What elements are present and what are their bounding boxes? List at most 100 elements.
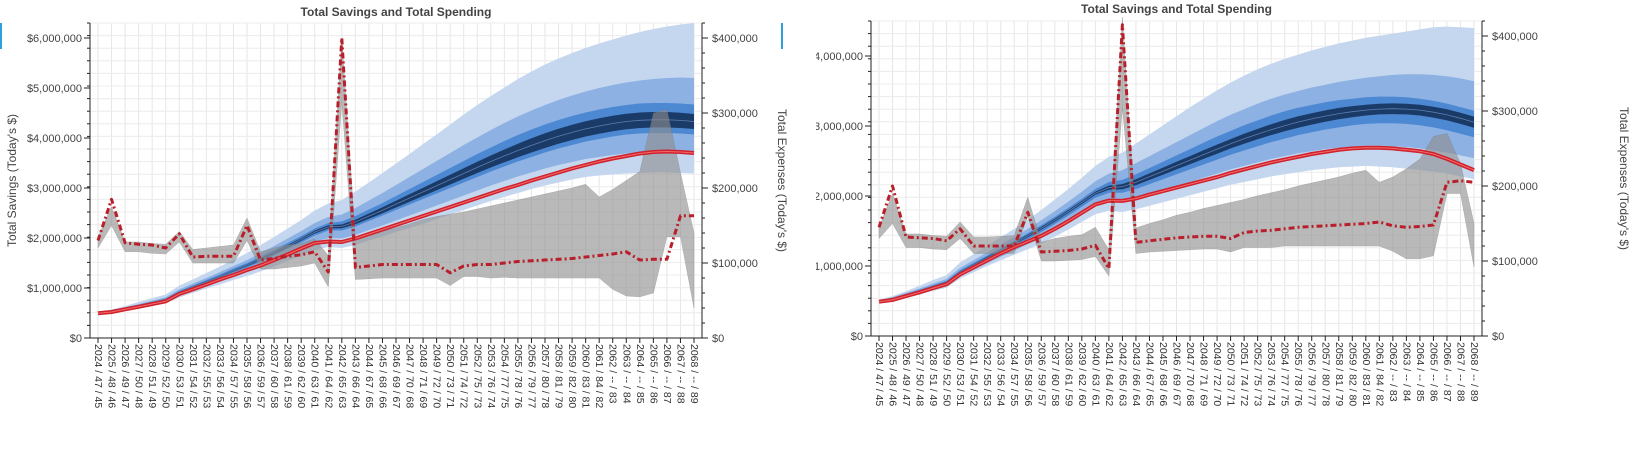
y2-axis-label: Total Expenses (Today's $) xyxy=(775,109,789,252)
y-tick-label: $2,000,000 xyxy=(27,233,82,245)
x-tick-label: 2065 / -- / 86 xyxy=(1427,342,1439,402)
x-tick-label: 2040 / 63 / 61 xyxy=(1089,342,1101,406)
x-tick-label: 2052 / 75 / 73 xyxy=(471,344,483,408)
x-tick-label: 2045 / 68 / 66 xyxy=(1157,342,1169,406)
x-tick-label: 2060 / 83 / 81 xyxy=(580,344,592,408)
x-tick-label: 2068 / -- / 89 xyxy=(688,344,700,404)
savings-bands xyxy=(97,23,695,314)
expense-median-line xyxy=(96,36,694,275)
expense-band xyxy=(97,37,695,309)
x-tick-label: 2065 / -- / 86 xyxy=(647,344,659,404)
x-tick-label: 2056 / 79 / 77 xyxy=(1306,342,1318,406)
x-tick-label: 2046 / 69 / 67 xyxy=(1171,342,1183,406)
x-tick-label: 2029 / 52 / 50 xyxy=(941,342,953,406)
x-tick-label: 2063 / -- / 84 xyxy=(620,344,632,404)
y2-tick-label: $100,000 xyxy=(712,258,758,270)
savings-band-mid xyxy=(879,74,1474,303)
x-tick-label: 2053 / 76 / 74 xyxy=(1265,342,1277,406)
x-tick-label: 2024 / 47 / 45 xyxy=(873,342,885,406)
chart-title: Total Savings and Total Spending xyxy=(1081,2,1272,16)
y2-tick-label: $300,000 xyxy=(712,108,758,120)
x-tick-label: 2032 / 55 / 53 xyxy=(200,344,212,408)
x-tick-label: 2030 / 53 / 51 xyxy=(954,342,966,406)
x-tick-label: 2050 / 73 / 71 xyxy=(444,344,456,408)
x-tick-label: 2038 / 61 / 59 xyxy=(1062,342,1074,406)
x-tick-label: 2036 / 59 / 57 xyxy=(255,344,267,408)
x-tick-label: 2026 / 49 / 47 xyxy=(900,342,912,406)
x-tick-label: 2025 / 48 / 46 xyxy=(887,342,899,406)
savings-spending-chart-right: $0 $1,000,000 $2,000,000 $3,000,000 $4,000,0… xyxy=(816,2,1631,406)
x-tick-label: 2059 / 82 / 80 xyxy=(1346,342,1358,406)
savings-median-highlight xyxy=(878,147,1475,303)
x-tick-label: 2057 / 80 / 78 xyxy=(1319,342,1331,406)
x-tick-label: 2035 / 58 / 56 xyxy=(241,344,253,408)
x-tick-label: 2047 / 70 / 68 xyxy=(1184,342,1196,406)
x-tick-label: 2064 / -- / 85 xyxy=(634,344,646,404)
x-tick-label: 2061 / 84 / 82 xyxy=(1373,342,1385,406)
y-axis-label: Total Savings (Today's $) xyxy=(5,114,19,247)
x-tick-label: 2028 / 51 / 49 xyxy=(927,342,939,406)
x-tick-label: 2062 / -- / 83 xyxy=(607,344,619,404)
expense-median-line xyxy=(877,23,1475,270)
x-tick-label: 2055 / 78 / 76 xyxy=(1292,342,1304,406)
savings-bands xyxy=(878,26,1475,304)
x-tick-label: 2037 / 60 / 58 xyxy=(268,344,280,408)
x-tick-label: 2058 / 81 / 79 xyxy=(1333,342,1345,406)
x-tick-label: 2024 / 47 / 45 xyxy=(92,344,104,408)
y-tick-label: $3,000,000 xyxy=(816,121,863,133)
x-tick-label: 2030 / 53 / 51 xyxy=(173,344,185,408)
y-tick-label: $6,000,000 xyxy=(27,33,82,45)
y-tick-label: $2,000,000 xyxy=(816,191,863,203)
savings-core-line xyxy=(878,108,1475,302)
x-tick-label: 2027 / 50 / 48 xyxy=(133,344,145,408)
y2-tick-label: $0 xyxy=(712,333,724,345)
x-tick-label: 2049 / 72 / 70 xyxy=(431,344,443,408)
x-tick-label: 2053 / 76 / 74 xyxy=(485,344,497,408)
y-tick-label: $0 xyxy=(851,331,863,343)
x-tick-label: 2029 / 52 / 50 xyxy=(160,344,172,408)
x-tick-label: 2049 / 72 / 70 xyxy=(1211,342,1223,406)
x-tick-label: 2038 / 61 / 59 xyxy=(282,344,294,408)
x-tick-label: 2068 / -- / 89 xyxy=(1468,342,1480,402)
x-tick-label: 2027 / 50 / 48 xyxy=(914,342,926,406)
x-tick-label: 2054 / 77 / 75 xyxy=(1279,342,1291,406)
savings-core-line xyxy=(97,119,695,314)
x-tick-label: 2031 / 54 / 52 xyxy=(968,342,980,406)
x-tick-label: 2062 / -- / 83 xyxy=(1387,342,1399,402)
x-tick-label: 2039 / 62 / 60 xyxy=(295,344,307,408)
x-tick-label: 2051 / 74 / 72 xyxy=(1238,342,1250,406)
y2-tick-label: $400,000 xyxy=(1492,31,1538,43)
x-tick-label: 2034 / 57 / 55 xyxy=(1008,342,1020,406)
y2-tick-label: $0 xyxy=(1492,331,1504,343)
x-tick-label: 2059 / 82 / 80 xyxy=(566,344,578,408)
y2-tick-label: $200,000 xyxy=(712,183,758,195)
savings-band-outer xyxy=(98,23,694,314)
x-tick-label: 2042 / 65 / 63 xyxy=(1116,342,1128,406)
y2-tick-label: $400,000 xyxy=(712,33,758,45)
x-tick-label: 2048 / 71 / 69 xyxy=(417,344,429,408)
x-tick-label: 2047 / 70 / 68 xyxy=(404,344,416,408)
x-tick-label: 2040 / 63 / 61 xyxy=(309,344,321,408)
x-tick-label: 2060 / 83 / 81 xyxy=(1360,342,1372,406)
x-tick-label: 2050 / 73 / 71 xyxy=(1225,342,1237,406)
x-tick-label: 2031 / 54 / 52 xyxy=(187,344,199,408)
x-tick-label: 2041 / 64 / 62 xyxy=(322,344,334,408)
x-tick-label: 2066 / -- / 87 xyxy=(661,344,673,404)
x-tick-label: 2064 / -- / 85 xyxy=(1414,342,1426,402)
x-tick-label: 2039 / 62 / 60 xyxy=(1076,342,1088,406)
x-tick-label: 2032 / 55 / 53 xyxy=(981,342,993,406)
x-tick-label: 2041 / 64 / 62 xyxy=(1103,342,1115,406)
savings-band-inner xyxy=(98,103,694,314)
y-tick-label: $0 xyxy=(70,333,82,345)
x-tick-label: 2028 / 51 / 49 xyxy=(146,344,158,408)
y-tick-label: $4,000,000 xyxy=(27,133,82,145)
x-tick-label: 2046 / 69 / 67 xyxy=(390,344,402,408)
y-tick-label: $1,000,000 xyxy=(816,261,863,273)
x-tick-label: 2067 / -- / 88 xyxy=(1454,342,1466,402)
x-tick-label: 2043 / 66 / 64 xyxy=(349,344,361,408)
x-tick-label: 2056 / 79 / 77 xyxy=(525,344,537,408)
panel-marker xyxy=(781,23,783,49)
x-tick-label: 2037 / 60 / 58 xyxy=(1049,342,1061,406)
y2-axis-label: Total Expenses (Today's $) xyxy=(1617,107,1631,250)
